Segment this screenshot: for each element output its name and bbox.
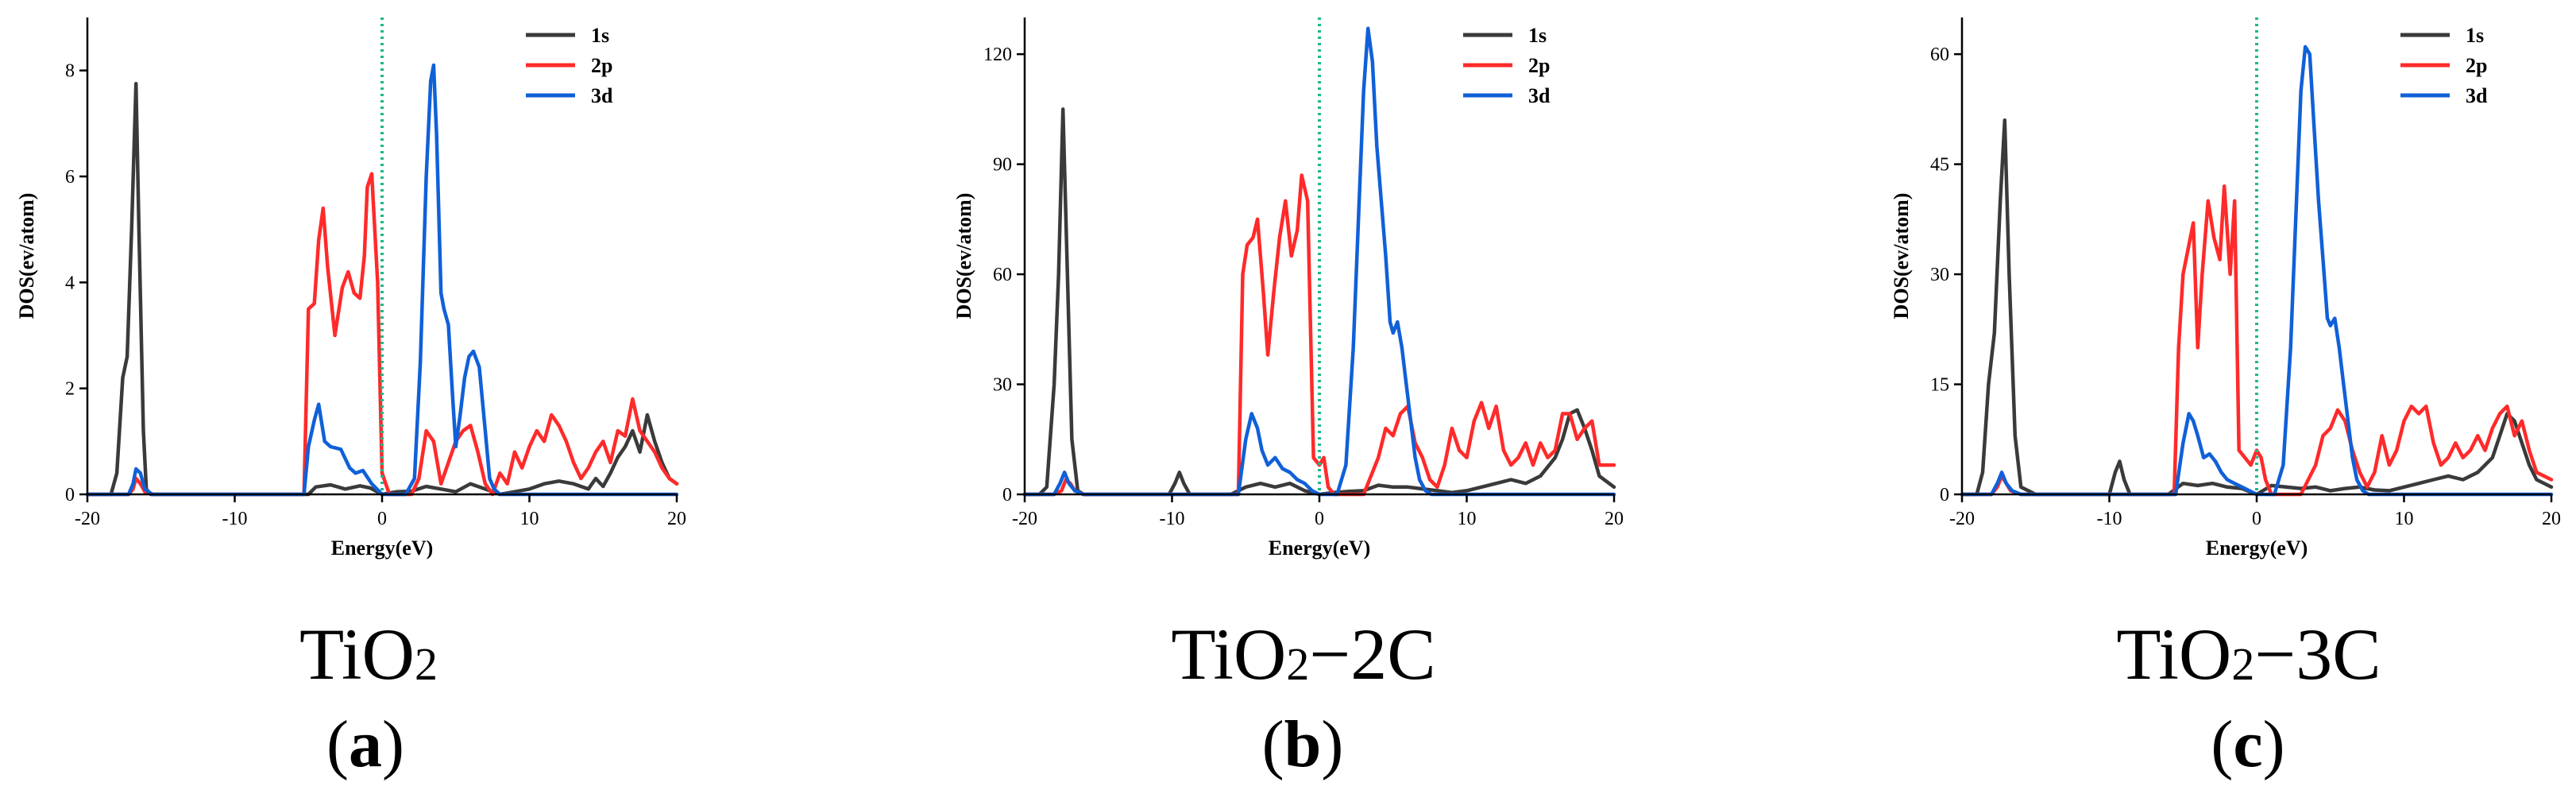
x-tick-label-a: -20: [75, 509, 100, 529]
x-axis-title-c: Energy(eV): [2206, 536, 2308, 560]
panel-c-letter-text: c: [2233, 707, 2263, 781]
y-tick-label-c: 60: [1930, 45, 1949, 65]
x-tick-label-b: 20: [1605, 509, 1624, 529]
x-tick-label-b: 0: [1315, 509, 1324, 529]
x-tick-label-c: -10: [2097, 509, 2122, 529]
panel-c-caption: TiO2−3C: [2116, 612, 2381, 696]
y-tick-label-a: 4: [65, 273, 75, 293]
y-tick-label-b: 30: [993, 375, 1012, 396]
legend-c: 1s 2p 3d: [2400, 24, 2488, 107]
panel-b-caption-suffix: −2C: [1309, 614, 1436, 695]
x-tick-label-c: 10: [2395, 509, 2414, 529]
panel-b-caption: TiO2−2C: [1171, 612, 1435, 696]
x-tick-label-a: 10: [520, 509, 539, 529]
panel-c-letter: (c): [2211, 707, 2285, 781]
x-tick-label-b: -10: [1160, 509, 1185, 529]
panel-c-caption-suffix: −3C: [2254, 614, 2381, 695]
y-tick-label-a: 6: [65, 167, 75, 188]
y-axis-title-c: DOS(ev/atom): [1890, 193, 1913, 320]
x-tick-label-a: 0: [377, 509, 387, 529]
legend-label-3d-c: 3d: [2466, 84, 2488, 107]
x-tick-label-a: 20: [667, 509, 686, 529]
y-tick-label-c: 15: [1930, 375, 1949, 396]
panel-b-caption-sub: 2: [1286, 638, 1310, 691]
y-tick-label-b: 0: [1002, 485, 1012, 505]
x-tick-label-c: 20: [2542, 509, 2561, 529]
series-line-2p-c: [1960, 184, 2554, 497]
chart-panel-b: -20 -10 0 10 20 0 30 60 90 120 Energy(eV) DOS(ev/at…: [952, 17, 1624, 560]
y-tick-label-b: 60: [993, 265, 1012, 285]
legend-label-1s-b: 1s: [1528, 24, 1547, 47]
panel-a-caption-base: TiO: [299, 614, 415, 695]
series-line-3d-c: [1960, 45, 2554, 497]
series-line-1s-a: [85, 82, 679, 497]
legend-b: 1s 2p 3d: [1463, 24, 1551, 107]
y-tick-label-b: 90: [993, 155, 1012, 176]
panel-b-letter-text: b: [1284, 707, 1322, 781]
panel-a-caption: TiO2: [299, 612, 438, 696]
panel-c-caption-base: TiO: [2116, 614, 2232, 695]
y-tick-label-a: 2: [65, 379, 75, 400]
panel-a-letter-text: a: [349, 707, 382, 781]
x-axis-title-b: Energy(eV): [1269, 536, 1371, 560]
panel-c-caption-sub: 2: [2231, 638, 2255, 691]
legend-a: 1s 2p 3d: [526, 24, 613, 107]
x-tick-label-c: 0: [2252, 509, 2261, 529]
series-line-2p-b: [1022, 173, 1616, 497]
y-tick-label-a: 8: [65, 61, 75, 82]
legend-label-3d-b: 3d: [1528, 84, 1551, 107]
legend-label-1s-c: 1s: [2466, 24, 2484, 47]
series-line-1s-c: [1960, 118, 2554, 497]
legend-label-2p-b: 2p: [1528, 54, 1550, 77]
legend-label-2p-a: 2p: [591, 54, 612, 77]
y-tick-label-c: 0: [1940, 485, 1949, 505]
x-tick-label-b: 10: [1458, 509, 1477, 529]
legend-label-3d-a: 3d: [591, 84, 613, 107]
y-axis-title-a: DOS(ev/atom): [15, 193, 38, 320]
legend-label-1s-a: 1s: [591, 24, 609, 47]
chart-panel-a: -20 -10 0 10 20 0 2 4 6 8 Energy(eV) DOS(ev/atom) 1s…: [15, 17, 686, 560]
y-tick-label-c: 30: [1930, 265, 1949, 285]
panel-b-caption-base: TiO: [1171, 614, 1287, 695]
panel-a-caption-sub: 2: [414, 638, 438, 691]
y-tick-label-b: 120: [983, 45, 1012, 65]
series-line-1s-b: [1022, 107, 1616, 497]
legend-label-2p-c: 2p: [2466, 54, 2487, 77]
x-tick-label-b: -20: [1012, 509, 1037, 529]
series-line-2p-a: [85, 172, 679, 497]
panel-a-letter: (a): [326, 707, 404, 781]
y-axis-title-b: DOS(ev/atom): [952, 193, 975, 320]
y-tick-label-c: 45: [1930, 155, 1949, 176]
x-tick-label-a: -10: [222, 509, 248, 529]
panel-b-letter: (b): [1261, 707, 1344, 781]
x-tick-label-c: -20: [1949, 509, 1975, 529]
x-axis-title-a: Energy(eV): [331, 536, 434, 560]
y-tick-label-a: 0: [65, 485, 75, 505]
chart-panel-c: -20 -10 0 10 20 0 15 30 45 60 Energy(eV) DOS(ev/ato…: [1890, 17, 2561, 560]
